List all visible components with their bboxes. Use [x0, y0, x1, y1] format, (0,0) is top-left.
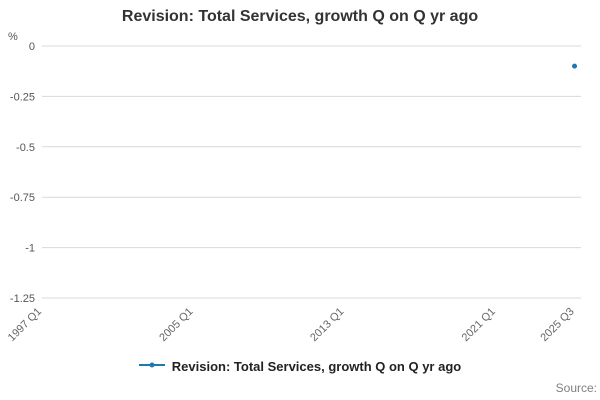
y-tick-label: -1 [25, 243, 35, 255]
chart-title: Revision: Total Services, growth Q on Q … [121, 8, 479, 25]
y-tick-label: 0 [29, 41, 35, 53]
y-tick-label: -0.75 [10, 192, 35, 204]
x-tick-label: 1997 Q1 [6, 306, 44, 344]
x-tick-label: 2005 Q1 [157, 306, 195, 344]
legend-line-marker [138, 357, 165, 375]
data-point [572, 63, 578, 69]
x-tick-label: 2021 Q1 [460, 306, 498, 344]
legend-label: Revision: Total Services, growth Q on Q … [171, 358, 462, 374]
y-tick-label: -0.25 [10, 91, 35, 103]
y-tick-label: -0.5 [16, 142, 35, 154]
legend-item[interactable]: Revision: Total Services, growth Q on Q … [0, 357, 600, 375]
source-label: Source: [555, 381, 597, 395]
y-tick-label: -1.25 [10, 293, 35, 305]
x-tick-label: 2013 Q1 [308, 306, 346, 344]
y-axis-unit-label: % [8, 31, 18, 43]
x-tick-label: 2025 Q3 [538, 306, 576, 344]
